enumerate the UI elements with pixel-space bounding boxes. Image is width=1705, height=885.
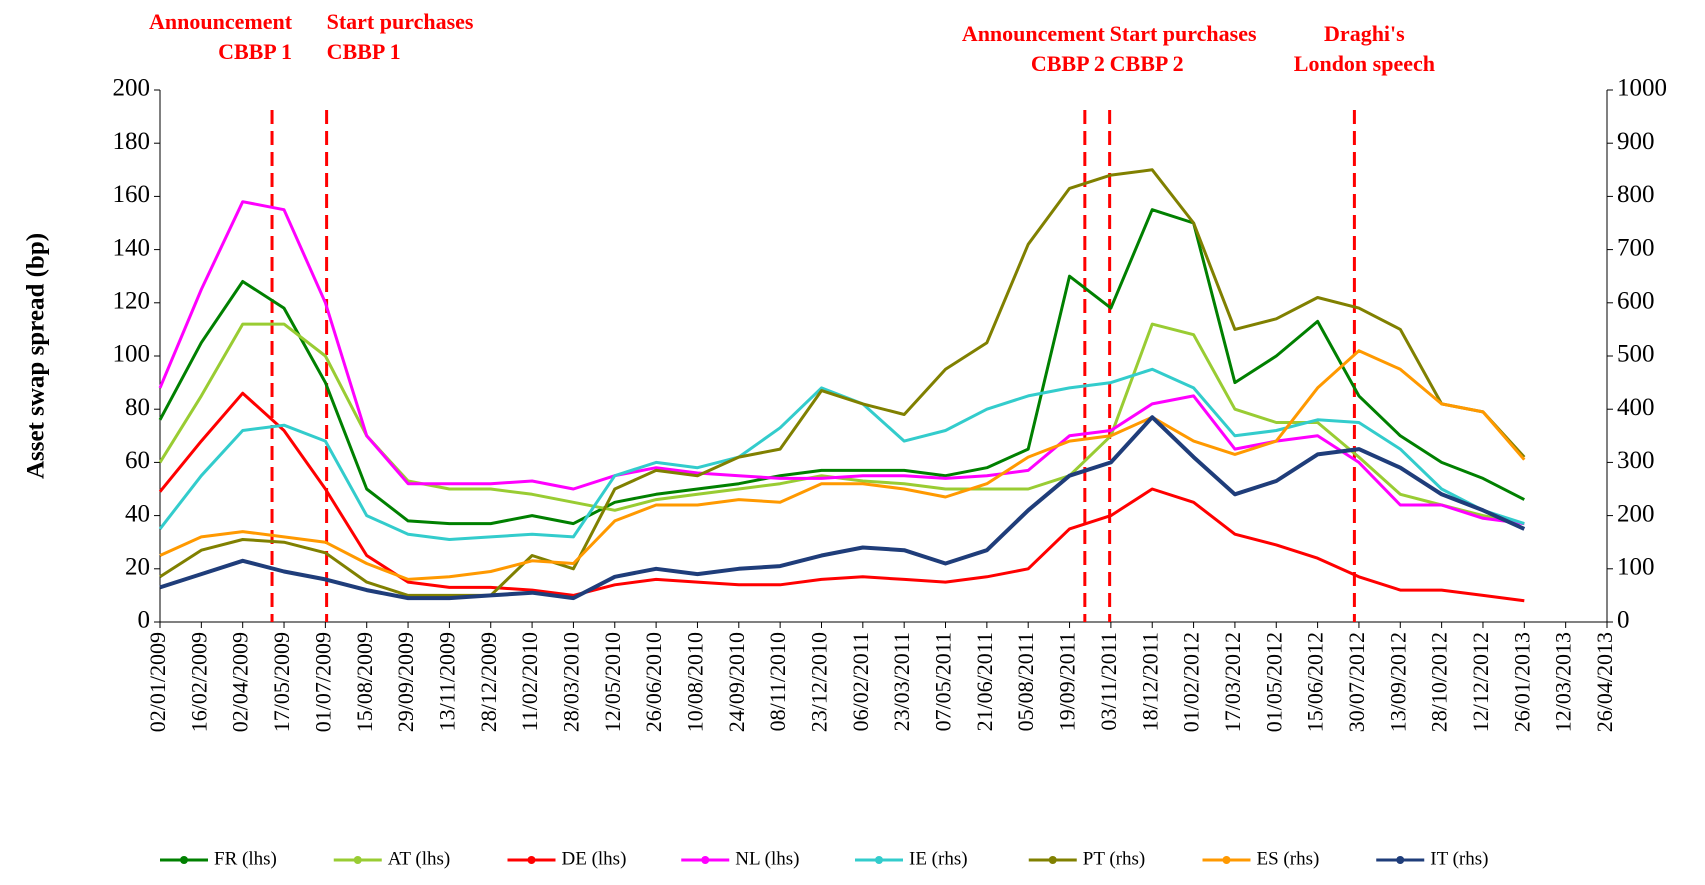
x-tick-label: 07/05/2011 <box>931 632 956 731</box>
x-tick-label: 02/04/2009 <box>228 632 253 732</box>
y-tick-label: 60 <box>125 447 150 474</box>
y2-tick-label: 800 <box>1617 181 1655 208</box>
annotation-text: London speech <box>1294 51 1435 76</box>
x-tick-label: 12/05/2010 <box>600 632 625 732</box>
annotation-text: Draghi's <box>1324 21 1405 46</box>
x-tick-label: 23/03/2011 <box>889 632 914 731</box>
legend-label: FR (lhs) <box>214 848 277 869</box>
legend-label: AT (lhs) <box>388 848 450 869</box>
y-tick-label: 120 <box>113 288 151 315</box>
x-tick-label: 21/06/2011 <box>972 632 997 731</box>
x-tick-label: 18/12/2011 <box>1137 632 1162 731</box>
legend-marker <box>875 856 883 864</box>
x-tick-label: 01/07/2009 <box>310 632 335 732</box>
x-tick-label: 23/12/2010 <box>807 632 832 732</box>
legend-label: ES (rhs) <box>1257 848 1320 869</box>
x-tick-label: 06/02/2011 <box>848 632 873 731</box>
annotation-text: CBBP 1 <box>218 39 292 64</box>
y2-tick-label: 1000 <box>1617 75 1667 102</box>
legend-label: PT (rhs) <box>1083 848 1145 869</box>
x-tick-label: 26/01/2013 <box>1509 632 1534 732</box>
legend-label: DE (lhs) <box>562 848 627 869</box>
y2-tick-label: 900 <box>1617 128 1655 155</box>
x-tick-label: 28/03/2010 <box>558 632 583 732</box>
y2-tick-label: 700 <box>1617 234 1655 261</box>
x-tick-label: 15/06/2012 <box>1303 632 1328 732</box>
x-tick-label: 01/02/2012 <box>1179 632 1204 732</box>
annotation-text: CBBP 1 <box>327 39 401 64</box>
x-tick-label: 08/11/2010 <box>765 632 790 731</box>
x-tick-label: 26/06/2010 <box>641 632 666 732</box>
y-tick-label: 80 <box>125 394 150 421</box>
y2-tick-label: 400 <box>1617 394 1655 421</box>
y-tick-label: 140 <box>113 234 151 261</box>
y-tick-label: 0 <box>138 607 151 634</box>
x-tick-label: 10/08/2010 <box>683 632 708 732</box>
annotation-text: Start purchases <box>327 9 474 34</box>
y-axis-label: Asset swap spread (bp) <box>23 233 50 479</box>
x-tick-label: 05/08/2011 <box>1013 632 1038 731</box>
legend-marker <box>180 856 188 864</box>
y2-tick-label: 600 <box>1617 288 1655 315</box>
y-tick-label: 40 <box>125 500 150 527</box>
y-tick-label: 20 <box>125 554 150 581</box>
series-line <box>158 200 1525 526</box>
x-tick-label: 12/12/2012 <box>1468 632 1493 732</box>
legend-marker <box>1222 856 1231 864</box>
x-tick-label: 16/02/2009 <box>186 632 211 732</box>
series-line <box>159 349 1526 581</box>
legend-label: IT (rhs) <box>1430 848 1488 869</box>
x-tick-label: 29/09/2009 <box>393 632 418 732</box>
x-tick-label: 03/11/2011 <box>1096 632 1121 731</box>
x-tick-label: 11/02/2010 <box>517 632 542 731</box>
x-tick-label: 30/07/2012 <box>1344 632 1369 732</box>
legend-label: IE (rhs) <box>909 848 968 869</box>
legend-marker <box>701 856 710 864</box>
y-tick-label: 100 <box>113 341 151 368</box>
x-tick-label: 17/03/2012 <box>1220 632 1245 732</box>
annotation-text: Start purchases <box>1110 21 1257 46</box>
x-tick-label: 28/12/2009 <box>476 632 501 732</box>
y2-tick-label: 300 <box>1617 447 1655 474</box>
series-line <box>158 208 1525 526</box>
series-line <box>158 322 1525 526</box>
x-tick-label: 28/10/2012 <box>1427 632 1452 732</box>
y2-tick-label: 0 <box>1617 607 1630 634</box>
y-tick-label: 160 <box>113 181 151 208</box>
x-tick-label: 15/08/2009 <box>352 632 377 732</box>
series-line <box>158 391 1525 603</box>
x-tick-label: 13/09/2012 <box>1385 632 1410 732</box>
x-tick-label: 17/05/2009 <box>269 632 294 732</box>
legend-marker <box>353 856 362 864</box>
series-line <box>159 415 1526 601</box>
annotation-text: Announcement <box>149 9 293 34</box>
legend-marker <box>1396 856 1405 864</box>
x-tick-label: 12/03/2013 <box>1551 632 1576 732</box>
annotation-text: Announcement <box>962 21 1106 46</box>
annotation-text: CBBP 2 <box>1031 51 1105 76</box>
x-tick-label: 26/04/2013 <box>1592 632 1617 732</box>
y-tick-label: 200 <box>113 75 151 102</box>
legend-marker <box>1048 856 1057 864</box>
x-tick-label: 24/09/2010 <box>724 632 749 732</box>
legend-label: NL (lhs) <box>735 848 799 869</box>
y2-tick-label: 500 <box>1617 341 1655 368</box>
y2-tick-label: 100 <box>1617 554 1655 581</box>
x-tick-label: 13/11/2009 <box>434 632 459 731</box>
x-tick-label: 02/01/2009 <box>145 632 170 732</box>
x-tick-label: 19/09/2011 <box>1055 632 1080 731</box>
x-tick-label: 01/05/2012 <box>1261 632 1286 732</box>
series-line <box>159 168 1526 597</box>
y2-tick-label: 200 <box>1617 500 1655 527</box>
annotation-text: CBBP 2 <box>1110 51 1184 76</box>
y-tick-label: 180 <box>113 128 151 155</box>
legend-marker <box>527 856 536 864</box>
